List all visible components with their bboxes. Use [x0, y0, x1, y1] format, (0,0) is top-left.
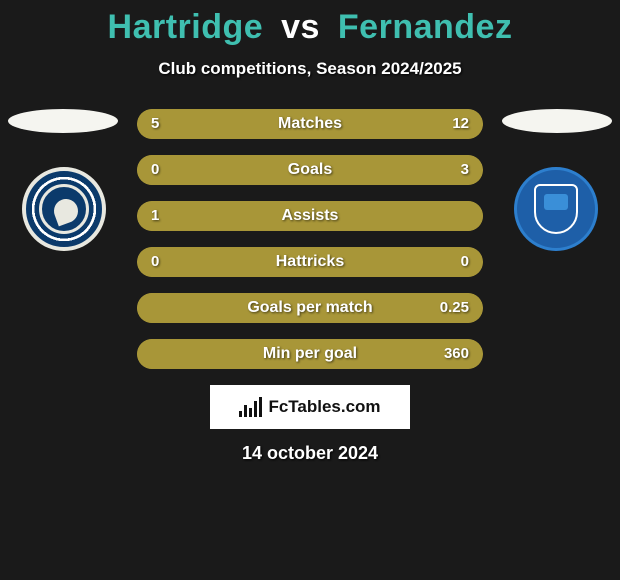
shield-icon	[534, 184, 578, 234]
metric-row: Matches5 12	[137, 109, 483, 139]
right-player-ellipse	[502, 109, 612, 133]
metric-value-right: 360	[444, 339, 469, 369]
subtitle: Club competitions, Season 2024/2025	[0, 59, 620, 79]
left-player-ellipse	[8, 109, 118, 133]
player1-name: Hartridge	[108, 8, 264, 46]
metric-row: Assists1	[137, 201, 483, 231]
metric-label: Goals per match	[137, 293, 483, 323]
metric-value-left: 0	[151, 155, 159, 185]
club-logo-right	[514, 167, 598, 251]
comparison-infographic: Hartridge vs Fernandez Club competitions…	[0, 0, 620, 580]
metric-value-right: 12	[452, 109, 469, 139]
metric-label: Min per goal	[137, 339, 483, 369]
metric-bars: Matches512Goals03Assists1Hattricks00Goal…	[137, 109, 483, 369]
metric-row: Min per goal360	[137, 339, 483, 369]
date-label: 14 october 2024	[0, 443, 620, 464]
metric-value-right: 0.25	[440, 293, 469, 323]
page-title: Hartridge vs Fernandez	[0, 8, 620, 47]
club-logo-left	[22, 167, 106, 251]
metric-value-left: 1	[151, 201, 159, 231]
metric-label: Assists	[137, 201, 483, 231]
main-area: Matches512Goals03Assists1Hattricks00Goal…	[0, 109, 620, 369]
metric-row: Hattricks0 0	[137, 247, 483, 277]
swan-icon	[51, 196, 82, 227]
branding-badge: FcTables.com	[210, 385, 410, 429]
metric-row: Goals per match0.25	[137, 293, 483, 323]
metric-label: Matches	[137, 109, 483, 139]
metric-row: Goals0 3	[137, 155, 483, 185]
metric-value-right: 0	[461, 247, 469, 277]
metric-label: Hattricks	[137, 247, 483, 277]
metric-value-right: 3	[461, 155, 469, 185]
metric-label: Goals	[137, 155, 483, 185]
vs-label: vs	[281, 8, 320, 46]
metric-value-left: 0	[151, 247, 159, 277]
player2-name: Fernandez	[338, 8, 513, 46]
metric-value-left: 5	[151, 109, 159, 139]
club-logo-left-inner	[39, 184, 89, 234]
chart-bars-icon	[239, 397, 262, 417]
brand-text: FcTables.com	[268, 397, 380, 417]
